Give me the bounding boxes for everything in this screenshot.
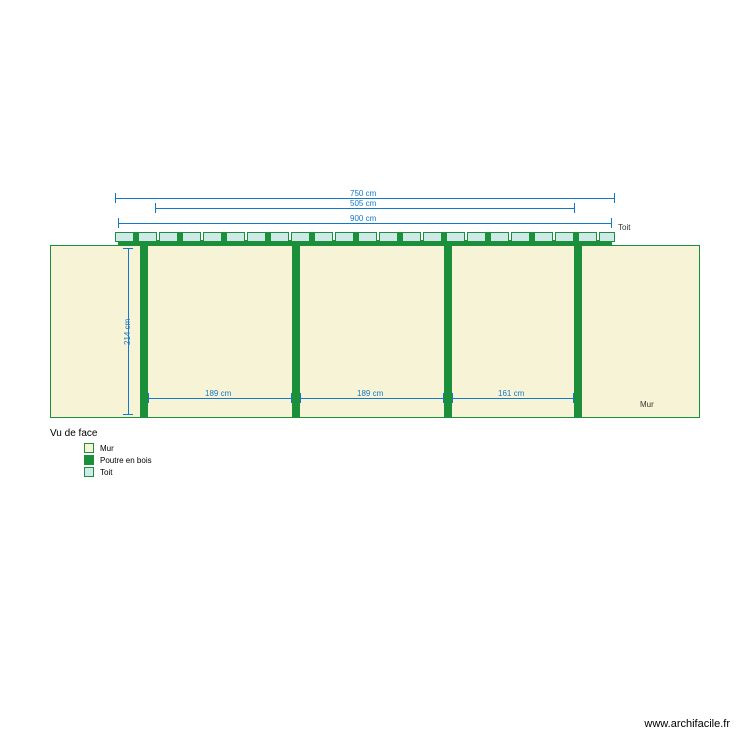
swatch-toit — [84, 467, 94, 477]
dim-tick — [300, 393, 301, 403]
dim-tick — [614, 193, 615, 203]
roof-connector — [221, 232, 227, 242]
post-1 — [140, 245, 148, 418]
legend-item-poutre: Poutre en bois — [84, 455, 152, 465]
legend-label: Poutre en bois — [100, 456, 152, 465]
roof-connector — [573, 232, 579, 242]
dim-tick — [115, 193, 116, 203]
dim-tick — [123, 414, 133, 415]
dim-tick — [443, 393, 444, 403]
dim-span3-text: 161 cm — [498, 389, 524, 398]
legend-title: Vu de face — [50, 428, 152, 439]
swatch-mur — [84, 443, 94, 453]
roof-connector — [529, 232, 535, 242]
dim-span2-line — [300, 398, 444, 399]
roof-connector — [309, 232, 315, 242]
swatch-poutre — [84, 455, 94, 465]
roof-connector — [485, 232, 491, 242]
roof-connector — [441, 232, 447, 242]
dim-top-inner-text: 505 cm — [350, 199, 376, 208]
dim-span1-line — [148, 398, 292, 399]
post-4 — [574, 245, 582, 418]
legend-label: Toit — [100, 468, 112, 477]
dim-vleft-text: 214 cm — [123, 319, 132, 345]
wall-label: Mur — [640, 400, 654, 409]
roof-connector — [177, 232, 183, 242]
dim-tick — [291, 393, 292, 403]
roof-strip — [115, 232, 615, 242]
legend: Vu de face Mur Poutre en bois Toit — [50, 428, 152, 477]
roof-connector — [133, 232, 139, 242]
dim-roof-span-line — [118, 223, 612, 224]
roof-connector — [265, 232, 271, 242]
roof-connector — [353, 232, 359, 242]
dim-span2-text: 189 cm — [357, 389, 383, 398]
footer-url: www.archifacile.fr — [644, 718, 730, 730]
dim-tick — [118, 218, 119, 228]
dim-top-outer-text: 750 cm — [350, 189, 376, 198]
post-3 — [444, 245, 452, 418]
dim-tick — [123, 248, 133, 249]
post-2 — [292, 245, 300, 418]
roof-label: Toit — [618, 223, 630, 232]
dim-tick — [574, 203, 575, 213]
dim-tick — [148, 393, 149, 403]
legend-item-toit: Toit — [84, 467, 152, 477]
dim-span3-line — [452, 398, 574, 399]
dim-span1-text: 189 cm — [205, 389, 231, 398]
legend-item-mur: Mur — [84, 443, 152, 453]
diagram-canvas: Mur Toit — [0, 0, 750, 750]
dim-top-inner-line — [155, 208, 575, 209]
legend-label: Mur — [100, 444, 114, 453]
roof-connector — [397, 232, 403, 242]
dim-tick — [452, 393, 453, 403]
dim-tick — [611, 218, 612, 228]
dim-roof-span-text: 900 cm — [350, 214, 376, 223]
dim-tick — [573, 393, 574, 403]
dim-tick — [155, 203, 156, 213]
